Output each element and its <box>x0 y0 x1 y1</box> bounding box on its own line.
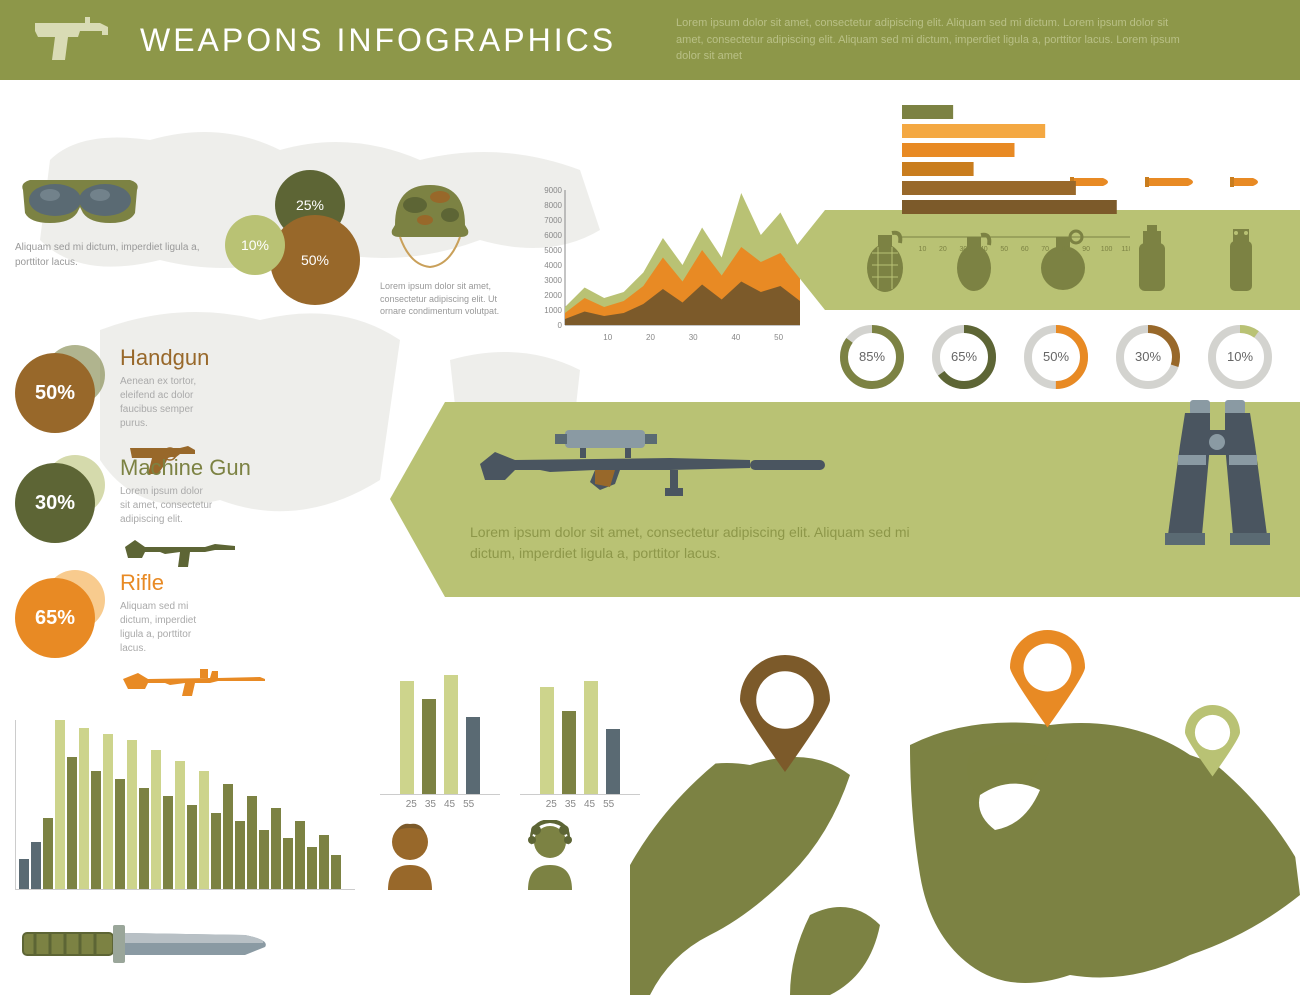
svg-text:0: 0 <box>558 321 563 330</box>
svg-text:8000: 8000 <box>544 201 562 210</box>
svg-text:1000: 1000 <box>544 306 562 315</box>
goggles-icon <box>15 175 145 230</box>
pct-bubble-rifle: 65% <box>15 570 105 660</box>
helmet-block: Lorem ipsum dolor sit amet, consectetur … <box>380 175 520 318</box>
person-chart-1: 25354555 <box>380 675 500 890</box>
person-female-icon <box>520 820 580 890</box>
header: WEAPONS INFOGRAPHICS Lorem ipsum dolor s… <box>0 0 1300 80</box>
assault-rifle-icon <box>120 661 270 701</box>
svg-text:70: 70 <box>1041 246 1049 253</box>
helmet-text: Lorem ipsum dolor sit amet, consectetur … <box>380 280 520 318</box>
svg-text:50%: 50% <box>1043 349 1069 364</box>
donuts-row: 85% 65% 50% 30% 10% <box>840 325 1272 389</box>
svg-text:85%: 85% <box>859 349 885 364</box>
svg-text:30: 30 <box>689 333 698 342</box>
svg-text:10: 10 <box>919 246 927 253</box>
smg-icon <box>120 532 240 572</box>
svg-text:100: 100 <box>1101 246 1113 253</box>
svg-text:90: 90 <box>1082 246 1090 253</box>
helmet-icon <box>380 175 480 270</box>
svg-text:30%: 30% <box>1135 349 1161 364</box>
svg-text:5000: 5000 <box>544 246 562 255</box>
category-rifle: 65% Rifle Aliquam sed mi dictum, imperdi… <box>15 570 395 701</box>
area-chart: 0 1000 2000 3000 4000 5000 6000 7000 8000 9000 10 2… <box>535 185 805 345</box>
svg-text:110: 110 <box>1121 246 1130 253</box>
goggles-block: Aliquam sed mi dictum, imperdiet ligula … <box>15 175 205 270</box>
svg-text:20: 20 <box>646 333 655 342</box>
sniper-rifle-icon <box>470 422 840 502</box>
svg-text:80: 80 <box>1062 246 1070 253</box>
pistol-icon <box>30 15 115 65</box>
sniper-text: Lorem ipsum dolor sit amet, consectetur … <box>470 522 910 564</box>
knife-icon <box>15 915 275 970</box>
globe-map <box>630 615 1300 1005</box>
svg-text:65%: 65% <box>951 349 977 364</box>
donut-85: 85% <box>840 325 904 389</box>
svg-text:9000: 9000 <box>544 186 562 195</box>
donut-65: 65% <box>932 325 996 389</box>
horizontal-bar-chart: 102030405060708090100110 <box>900 105 1130 235</box>
pct-bubble-machinegun: 30% <box>15 455 105 545</box>
svg-text:60: 60 <box>1021 246 1029 253</box>
header-title: WEAPONS INFOGRAPHICS <box>140 22 616 59</box>
svg-text:3000: 3000 <box>544 276 562 285</box>
category-machinegun: 30% Machine Gun Lorem ipsum dolor sit am… <box>15 455 395 572</box>
svg-text:10: 10 <box>603 333 612 342</box>
svg-text:7000: 7000 <box>544 216 562 225</box>
svg-text:20: 20 <box>939 246 947 253</box>
person-male-icon <box>380 820 440 890</box>
svg-text:40: 40 <box>980 246 988 253</box>
svg-text:6000: 6000 <box>544 231 562 240</box>
svg-text:40: 40 <box>731 333 740 342</box>
venn-circle: 50% <box>270 215 360 305</box>
binoculars-icon <box>1150 395 1285 555</box>
grenade-flash-icon <box>1216 223 1266 298</box>
svg-text:30: 30 <box>959 246 967 253</box>
svg-text:2000: 2000 <box>544 291 562 300</box>
pct-bubble-handgun: 50% <box>15 345 105 435</box>
person-chart-2: 25354555 <box>520 675 640 890</box>
donut-10: 10% <box>1208 325 1272 389</box>
svg-text:50: 50 <box>1000 246 1008 253</box>
goggles-text: Aliquam sed mi dictum, imperdiet ligula … <box>15 240 205 270</box>
svg-text:10%: 10% <box>1227 349 1253 364</box>
donut-50: 50% <box>1024 325 1088 389</box>
donut-30: 30% <box>1116 325 1180 389</box>
histogram-chart <box>15 720 355 890</box>
header-subtitle: Lorem ipsum dolor sit amet, consectetur … <box>676 15 1196 65</box>
svg-text:4000: 4000 <box>544 261 562 270</box>
svg-text:50: 50 <box>774 333 783 342</box>
bullet-icon <box>1145 175 1200 189</box>
venn-diagram: 25%50%10% <box>220 170 370 320</box>
venn-circle: 10% <box>225 215 285 275</box>
bullet-icon <box>1230 175 1265 189</box>
grenade-canister-icon <box>1127 223 1177 298</box>
